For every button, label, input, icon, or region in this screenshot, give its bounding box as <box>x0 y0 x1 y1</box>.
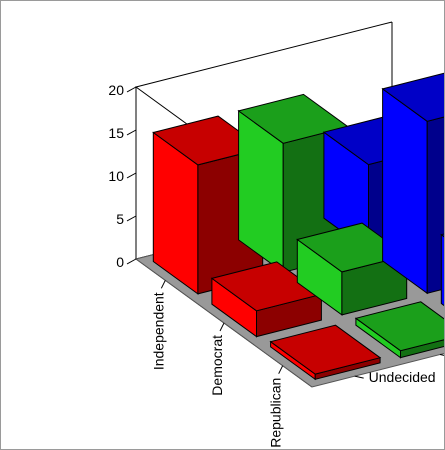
tick-labels: 05101520IndependentDemocratRepublicanApp… <box>108 82 444 448</box>
bar-face-top <box>354 301 444 352</box>
category-tick-label: Republican <box>268 378 284 448</box>
bar-approve-democrat <box>381 72 444 295</box>
category-tick-mark <box>278 365 284 374</box>
z-tick-label: 0 <box>116 254 124 270</box>
z-tick-label: 15 <box>108 125 124 141</box>
z-tick-mark <box>126 215 137 222</box>
z-tick-mark <box>126 86 137 93</box>
bar-disapprove-republican <box>354 301 444 359</box>
bars <box>152 72 444 381</box>
series-tick-label: Undecided <box>369 369 436 385</box>
bar-face-side <box>400 339 444 359</box>
bar-face-side <box>426 116 444 294</box>
bar-approve-republican <box>440 233 444 307</box>
z-tick-label: 5 <box>116 211 124 227</box>
bar-disapprove-democrat <box>296 222 408 316</box>
z-tick-mark <box>126 129 137 136</box>
category-tick-mark <box>219 322 225 332</box>
category-tick-mark <box>160 280 166 289</box>
bar-face-front <box>440 233 444 307</box>
bar-undecided-republican <box>269 324 382 381</box>
z-tick-label: 20 <box>108 82 124 98</box>
bar-face-front <box>382 87 428 295</box>
series-tick-mark <box>439 354 444 356</box>
bar-undecided-democrat <box>210 261 323 338</box>
z-tick-label: 10 <box>108 168 124 184</box>
category-tick-label: Democrat <box>209 335 225 396</box>
z-tick-mark <box>126 258 137 265</box>
series-tick-mark <box>354 375 364 379</box>
bar-face-top <box>381 72 444 122</box>
z-tick-mark <box>126 172 137 179</box>
bar-face-top <box>440 233 444 238</box>
category-tick-label: Independent <box>150 292 166 370</box>
bar-face-top <box>269 324 382 375</box>
